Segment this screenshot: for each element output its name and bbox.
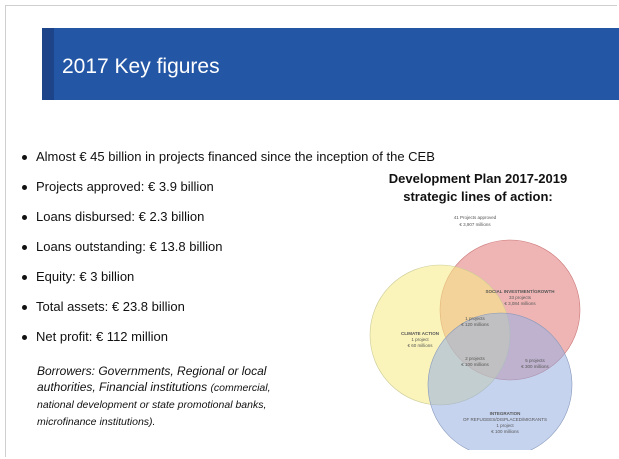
note-detail: (commercial, national development or sta… — [37, 382, 271, 428]
venn-label: 33 projects — [509, 295, 532, 300]
bullet: Loans outstanding: € 13.8 billion — [22, 232, 435, 262]
venn-diagram: 41 Projects approved € 3,907 millions SO… — [369, 215, 581, 450]
note: Borrowers: Governments, Regional or loca… — [37, 363, 307, 430]
note-main: Borrowers: Governments, Regional or loca… — [37, 364, 267, 394]
summary: 41 Projects approved — [454, 215, 497, 220]
title: 2017 Key figures — [62, 55, 220, 78]
title-strip — [42, 28, 54, 100]
title-bar — [42, 28, 619, 100]
venn-heading: Development Plan 2017-2019 strategic lin… — [378, 170, 578, 206]
heading-line: strategic lines of action: — [403, 189, 553, 204]
frame — [5, 5, 617, 457]
bullet: Loans disbursed: € 2.3 billion — [22, 202, 435, 232]
bullet: Total assets: € 23.8 billion — [22, 292, 435, 322]
venn-label: 2 projects — [465, 356, 485, 361]
venn-label: € 100 millions — [461, 362, 489, 367]
bullet: Projects approved: € 3.9 billion — [22, 172, 435, 202]
venn-label: 5 projects — [525, 358, 545, 363]
venn-label: SOCIAL INVESTMENT/GROWTH — [486, 289, 555, 294]
venn-label: 1 project — [411, 337, 429, 342]
venn-label: INTEGRATION — [490, 411, 521, 416]
venn-label: € 300 millions — [521, 364, 549, 369]
venn-label: CLIMATE ACTION — [401, 331, 439, 336]
venn-label: OF REFUGEES/DISPLACED/MIGRANTS — [463, 417, 547, 422]
integration-circle — [427, 312, 573, 450]
venn-label: € 100 millions — [491, 429, 519, 434]
heading-line: Development Plan 2017-2019 — [388, 171, 568, 186]
summary: € 3,907 millions — [459, 222, 491, 227]
bullet: Almost € 45 billion in projects financed… — [22, 142, 435, 172]
venn-label: € 60 millions — [407, 343, 433, 348]
venn-label: 1 project — [496, 423, 514, 428]
bullet: Net profit: € 112 million — [22, 322, 435, 352]
venn-label: € 120 millions — [461, 322, 489, 327]
bullet-list: Almost € 45 billion in projects financed… — [18, 142, 435, 352]
venn-label: 1 projects — [465, 316, 485, 321]
venn-label: € 3,084 millions — [504, 301, 536, 306]
bullet: Equity: € 3 billion — [22, 262, 435, 292]
